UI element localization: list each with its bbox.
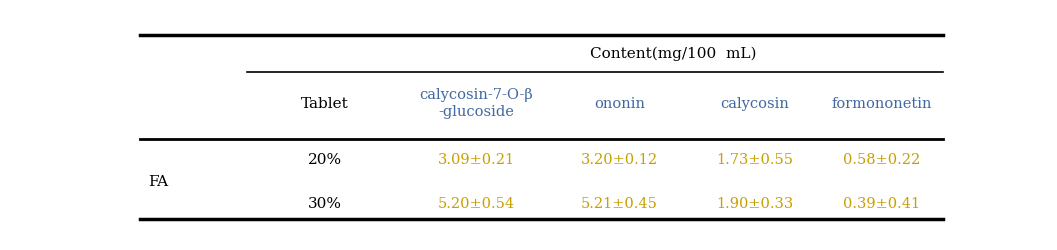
Text: 3.20±0.12: 3.20±0.12: [581, 152, 659, 166]
Text: 5.21±0.45: 5.21±0.45: [581, 196, 657, 210]
Text: 1.73±0.55: 1.73±0.55: [717, 152, 793, 166]
Text: 30%: 30%: [308, 196, 341, 210]
Text: Tablet: Tablet: [301, 96, 349, 110]
Text: 1.90±0.33: 1.90±0.33: [716, 196, 794, 210]
Text: calycosin-7-O-β
-glucoside: calycosin-7-O-β -glucoside: [420, 88, 533, 119]
Text: 5.20±0.54: 5.20±0.54: [438, 196, 515, 210]
Text: 0.39±0.41: 0.39±0.41: [843, 196, 921, 210]
Text: calycosin: calycosin: [720, 96, 790, 110]
Text: 0.58±0.22: 0.58±0.22: [843, 152, 921, 166]
Text: Content(mg/100  mL): Content(mg/100 mL): [590, 46, 756, 60]
Text: 3.09±0.21: 3.09±0.21: [438, 152, 515, 166]
Text: 20%: 20%: [308, 152, 341, 166]
Text: formononetin: formononetin: [832, 96, 932, 110]
Text: ononin: ononin: [594, 96, 645, 110]
Text: FA: FA: [148, 174, 169, 188]
